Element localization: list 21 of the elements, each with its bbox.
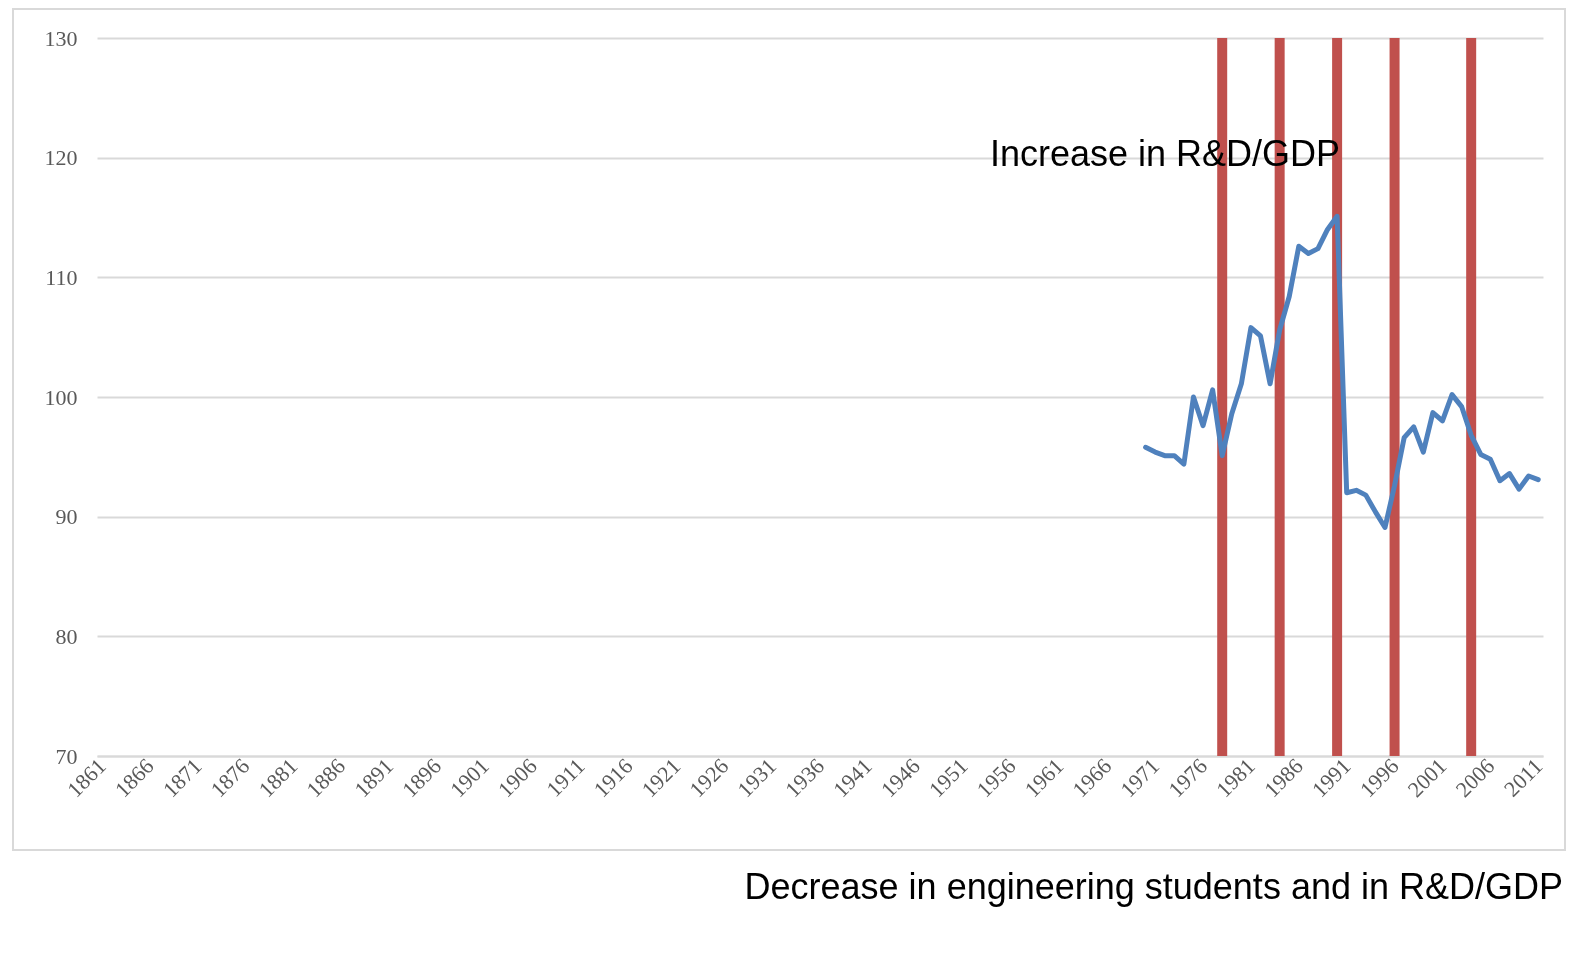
x-tick-label: 1891 — [349, 753, 399, 803]
y-tick-label: 80 — [55, 623, 78, 649]
y-tick-label: 90 — [55, 504, 78, 530]
x-tick-label: 1901 — [445, 753, 494, 803]
x-tick-label: 1931 — [732, 753, 782, 803]
x-tick-label: 1881 — [253, 753, 303, 803]
y-tick-label: 130 — [44, 25, 78, 51]
x-tick-label: 1911 — [541, 753, 590, 802]
text: Decrease in engineering students and in R&D/GDP — [744, 866, 1563, 907]
x-tick-label: 1991 — [1306, 753, 1356, 803]
y-tick-label: 120 — [44, 145, 78, 171]
x-tick-label: 1961 — [1019, 753, 1069, 803]
x-tick-label: 2011 — [1498, 753, 1548, 802]
y-tick-label: 110 — [45, 264, 78, 290]
x-tick-label: 1951 — [923, 753, 973, 803]
x-tick-label: 1981 — [1211, 753, 1260, 803]
x-tick-label: 1971 — [1115, 753, 1165, 803]
x-tick-label: 1941 — [828, 753, 877, 803]
y-tick-label: 100 — [44, 384, 78, 410]
x-tick-label: 1871 — [157, 753, 207, 803]
x-tick-label: 1921 — [636, 753, 686, 803]
